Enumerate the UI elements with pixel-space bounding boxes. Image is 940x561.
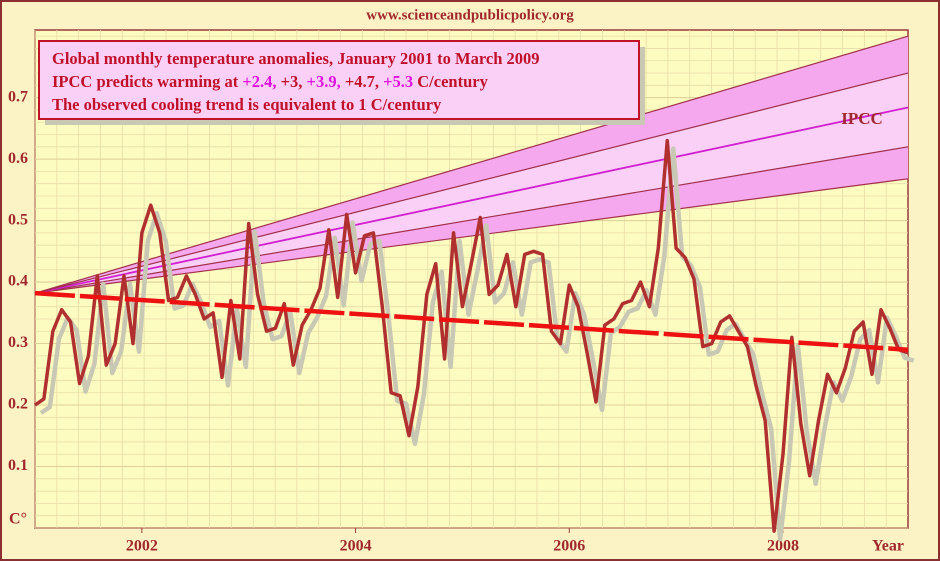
title-segment: +4.7, [341, 72, 379, 91]
ipcc-line [34, 72, 909, 294]
y-axis-label: C° [9, 511, 27, 528]
ipcc-label: IPCC [841, 109, 883, 128]
x-tick-label: 2004 [340, 538, 372, 555]
title-segment: +5.3 [379, 72, 413, 91]
title-segment: +3.9, [302, 72, 340, 91]
x-axis-label: Year [872, 538, 904, 555]
title-line: IPCC predicts warming at +2.4, +3, +3.9,… [52, 72, 489, 91]
title-line: Global monthly temperature anomalies, Ja… [52, 49, 540, 68]
trend-line [34, 290, 909, 352]
y-tick-label: 0.1 [8, 457, 28, 474]
ipcc-line [34, 35, 909, 294]
line-shadow [39, 146, 915, 542]
data-line [34, 138, 909, 533]
title-segment: IPCC predicts warming at [52, 72, 242, 91]
x-tick-label: 2008 [767, 538, 799, 555]
ipcc-line [34, 106, 909, 295]
title-segment: +3, [277, 72, 303, 91]
y-tick-label: 0.5 [8, 211, 28, 228]
y-tick-label: 0.3 [8, 334, 28, 351]
title-line: The observed cooling trend is equivalent… [52, 95, 442, 114]
ipcc-line [34, 178, 909, 294]
y-tick-label: 0.7 [8, 88, 28, 105]
x-tick-label: 2006 [553, 538, 585, 555]
title-segment: The observed cooling trend is equivalent… [52, 95, 442, 114]
y-tick-label: 0.6 [8, 150, 28, 167]
title-segment: +2.4, [242, 72, 276, 91]
source: www.scienceandpublicpolicy.org [366, 7, 574, 23]
y-tick-label: 0.4 [8, 273, 28, 290]
x-tick-label: 2002 [126, 538, 158, 555]
title-segment: Global monthly temperature anomalies, Ja… [52, 49, 540, 68]
y-tick-label: 0.2 [8, 396, 28, 413]
title-segment: C/century [413, 72, 488, 91]
ipcc-line [34, 146, 909, 294]
title-box [38, 40, 640, 120]
